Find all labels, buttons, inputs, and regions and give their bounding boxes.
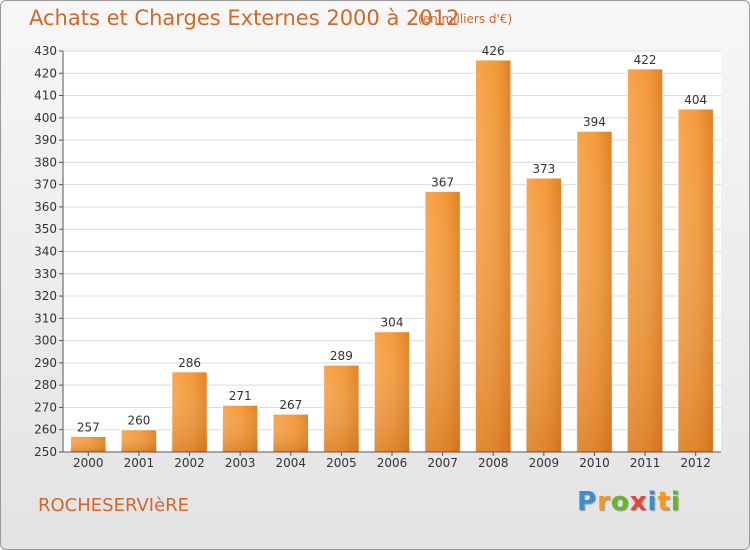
y-tick-label: 330 (34, 267, 57, 281)
data-label: 257 (77, 420, 100, 434)
x-tick-label: 2009 (529, 456, 560, 470)
data-label: 394 (583, 115, 606, 129)
data-label: 422 (634, 53, 657, 67)
bar-shade (526, 177, 562, 452)
bar-shade (475, 59, 511, 453)
data-label: 426 (482, 44, 505, 58)
x-tick-label: 2001 (124, 456, 155, 470)
y-tick-label: 250 (34, 445, 57, 459)
data-label: 373 (532, 162, 555, 176)
bar-layer (70, 59, 714, 453)
y-tick-label: 390 (34, 133, 57, 147)
x-tick-label: 2006 (377, 456, 408, 470)
x-tick-label: 2007 (427, 456, 458, 470)
bar-shade (222, 405, 258, 452)
x-tick-label: 2012 (680, 456, 711, 470)
x-tick-label: 2005 (326, 456, 357, 470)
data-label: 260 (127, 414, 150, 428)
logo-letter: r (597, 487, 611, 517)
data-label: 271 (229, 389, 252, 403)
bar-shade (171, 371, 208, 452)
logo-letter: o (610, 487, 630, 517)
y-tick-label: 420 (34, 66, 57, 80)
bar-shade (424, 191, 461, 452)
data-label: 267 (279, 398, 302, 412)
logo-letter: P (577, 487, 598, 517)
bar-shade (121, 429, 157, 452)
commune-name: ROCHESERVIèRE (38, 495, 190, 516)
proxiti-logo: Proxiti (577, 487, 681, 517)
y-tick-label: 320 (34, 289, 57, 303)
bar-shade (273, 414, 309, 452)
chart-title: Achats et Charges Externes 2000 à 2012 (29, 6, 460, 30)
y-tick-label: 360 (34, 200, 57, 214)
chart-subtitle: (en milliers d'€) (418, 12, 513, 26)
bar-shade (70, 436, 107, 452)
logo-letter: i (670, 487, 681, 517)
data-label: 289 (330, 349, 353, 363)
x-tick-label: 2008 (478, 456, 509, 470)
axis-layer: 250 260 270 280 290 300 310 320 330 340 350 360 370 3… (34, 44, 721, 470)
x-tick-label: 2004 (275, 456, 306, 470)
x-tick-label: 2010 (579, 456, 610, 470)
label-layer: 257 260 286 271 267 289 304 367 426 373 394 422 404 (77, 44, 707, 434)
data-label: 367 (431, 175, 454, 189)
y-tick-label: 340 (34, 245, 57, 259)
data-label: 286 (178, 356, 201, 370)
x-tick-label: 2003 (225, 456, 256, 470)
bar-shade (323, 365, 360, 452)
x-tick-label: 2000 (73, 456, 104, 470)
logo-letter: x (629, 487, 648, 517)
data-label: 404 (684, 93, 707, 107)
y-tick-label: 290 (34, 356, 57, 370)
y-tick-label: 430 (34, 44, 57, 58)
y-tick-label: 260 (34, 423, 57, 437)
x-tick-label: 2011 (630, 456, 661, 470)
y-tick-label: 270 (34, 400, 57, 414)
x-tick-label: 2002 (174, 456, 205, 470)
bar-shade (374, 331, 410, 452)
y-tick-label: 300 (34, 334, 57, 348)
bar-shade (677, 108, 714, 452)
data-label: 304 (381, 316, 404, 330)
bar-shade (627, 68, 663, 453)
y-tick-label: 380 (34, 155, 57, 169)
y-tick-label: 400 (34, 111, 57, 125)
y-tick-label: 280 (34, 378, 57, 392)
logo-letter: i (647, 487, 658, 517)
y-tick-label: 370 (34, 178, 57, 192)
bar-shade (576, 131, 613, 452)
y-tick-label: 310 (34, 311, 57, 325)
y-tick-label: 350 (34, 222, 57, 236)
logo-letter: t (657, 487, 671, 517)
y-tick-label: 410 (34, 89, 57, 103)
